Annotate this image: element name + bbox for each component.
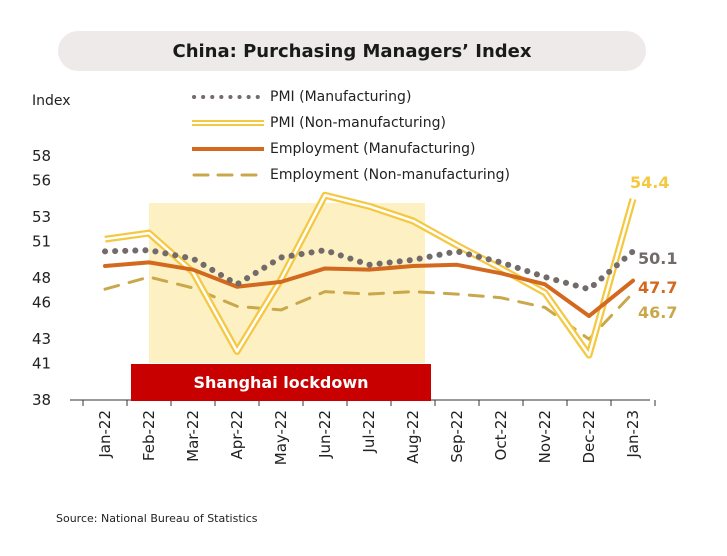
legend: PMI (Manufacturing) PMI (Non-manufacturi…: [190, 84, 510, 188]
x-tick-label: Feb-22: [140, 410, 158, 461]
legend-label-pmi-nonmfg: PMI (Non-manufacturing): [270, 115, 446, 131]
y-tick-label: 38: [32, 391, 51, 409]
lockdown-banner-label: Shanghai lockdown: [193, 373, 368, 392]
x-tick-label: Aug-22: [404, 410, 422, 464]
chart-title: China: Purchasing Managers’ Index: [58, 31, 646, 71]
series-line-pmi-mfg: [102, 247, 636, 293]
legend-item-emp-nonmfg: Employment (Non-manufacturing): [190, 162, 510, 188]
legend-item-pmi-mfg: PMI (Manufacturing): [190, 84, 510, 110]
legend-swatch-emp-mfg: [192, 147, 264, 151]
x-tick-label: Jan-23: [624, 410, 642, 459]
x-tick-label: Jun-22: [316, 410, 334, 459]
legend-swatch-pmi-mfg: [192, 95, 264, 99]
end-label-employment-nonmfg: 46.7: [638, 303, 677, 322]
x-tick-label: Oct-22: [492, 410, 510, 460]
legend-label-pmi-mfg: PMI (Manufacturing): [270, 89, 412, 105]
legend-swatch-emp-nonmfg: [192, 173, 264, 177]
y-tick-label: 41: [32, 354, 51, 372]
y-axis-label: Index: [32, 93, 71, 109]
legend-label-emp-mfg: Employment (Manufacturing): [270, 141, 476, 157]
x-tick-label: Jul-22: [360, 410, 378, 454]
series-line-pmi-nonmfg-inner: [104, 194, 635, 357]
y-tick-label: 46: [32, 293, 51, 311]
y-tick-label: 56: [32, 171, 51, 189]
series-line-employment-nonmfg: [103, 275, 635, 341]
legend-item-emp-mfg: Employment (Manufacturing): [190, 136, 510, 162]
x-tick-label: Apr-22: [228, 410, 246, 460]
y-tick-label: 48: [32, 269, 51, 287]
x-tick-label: Jan-22: [96, 410, 114, 459]
x-tick-label: Sep-22: [448, 410, 466, 463]
source-note: Source: National Bureau of Statistics: [56, 512, 258, 525]
end-label-pmi-nonmfg: 54.4: [630, 173, 669, 192]
x-tick-label: Mar-22: [184, 410, 202, 462]
series-line-employment-mfg: [103, 260, 635, 319]
y-tick-label: 53: [32, 208, 51, 226]
lockdown-banner: [131, 364, 431, 401]
x-tick-label: Dec-22: [580, 410, 598, 464]
legend-swatch-pmi-nonmfg: [192, 120, 264, 126]
end-label-employment-mfg: 47.7: [638, 278, 677, 297]
y-tick-label: 51: [32, 232, 51, 250]
x-tick-label: Nov-22: [536, 410, 554, 463]
legend-item-pmi-nonmfg: PMI (Non-manufacturing): [190, 110, 510, 136]
y-tick-label: 43: [32, 330, 51, 348]
end-label-pmi-mfg: 50.1: [638, 249, 677, 268]
lockdown-shade: [149, 203, 425, 363]
legend-label-emp-nonmfg: Employment (Non-manufacturing): [270, 167, 510, 183]
y-tick-label: 58: [32, 147, 51, 165]
x-tick-label: May-22: [272, 410, 290, 465]
